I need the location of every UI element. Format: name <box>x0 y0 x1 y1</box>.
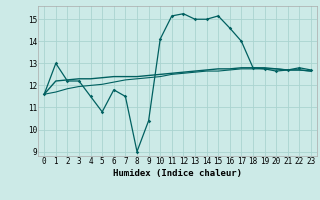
X-axis label: Humidex (Indice chaleur): Humidex (Indice chaleur) <box>113 169 242 178</box>
